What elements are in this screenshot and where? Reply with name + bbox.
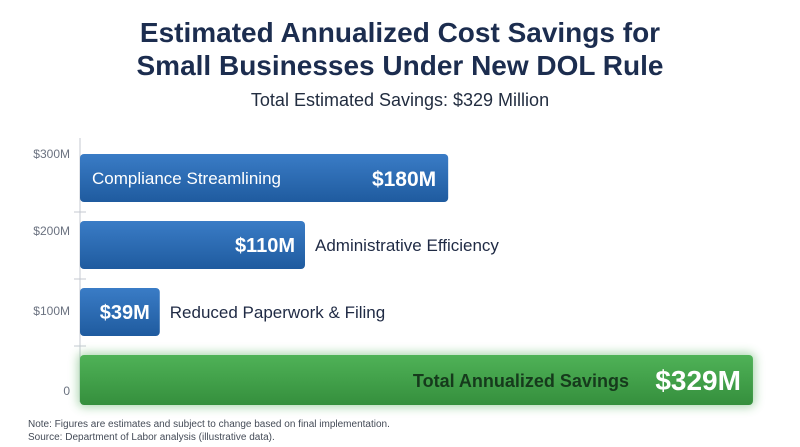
bar-category-label: Compliance Streamlining — [92, 169, 281, 188]
bar-category-label: Administrative Efficiency — [315, 236, 499, 255]
bar-value-label: $39M — [100, 302, 150, 324]
axis-tick-label: $200M — [33, 224, 70, 238]
bar-value-label: $180M — [372, 168, 436, 191]
axis-tick-label: 0 — [63, 384, 70, 398]
bar-category-label: Reduced Paperwork & Filing — [170, 303, 385, 322]
footnote: Note: Figures are estimates and subject … — [28, 419, 390, 430]
bar — [80, 288, 160, 336]
chart-title: Estimated Annualized Cost Savings for Sm… — [136, 17, 664, 81]
bar-value-label: $110M — [235, 235, 295, 257]
source-note: Source: Department of Labor analysis (il… — [28, 432, 275, 443]
bar — [80, 355, 753, 405]
bar-category-label: Total Annualized Savings — [413, 371, 629, 391]
bar — [80, 154, 449, 202]
chart-subtitle: Total Estimated Savings: $329 Million — [250, 90, 550, 110]
bar — [80, 221, 305, 269]
axis-tick-label: $300M — [33, 147, 70, 161]
axis-tick-label: $100M — [33, 304, 70, 318]
bar-value-label: $329M — [655, 365, 741, 396]
